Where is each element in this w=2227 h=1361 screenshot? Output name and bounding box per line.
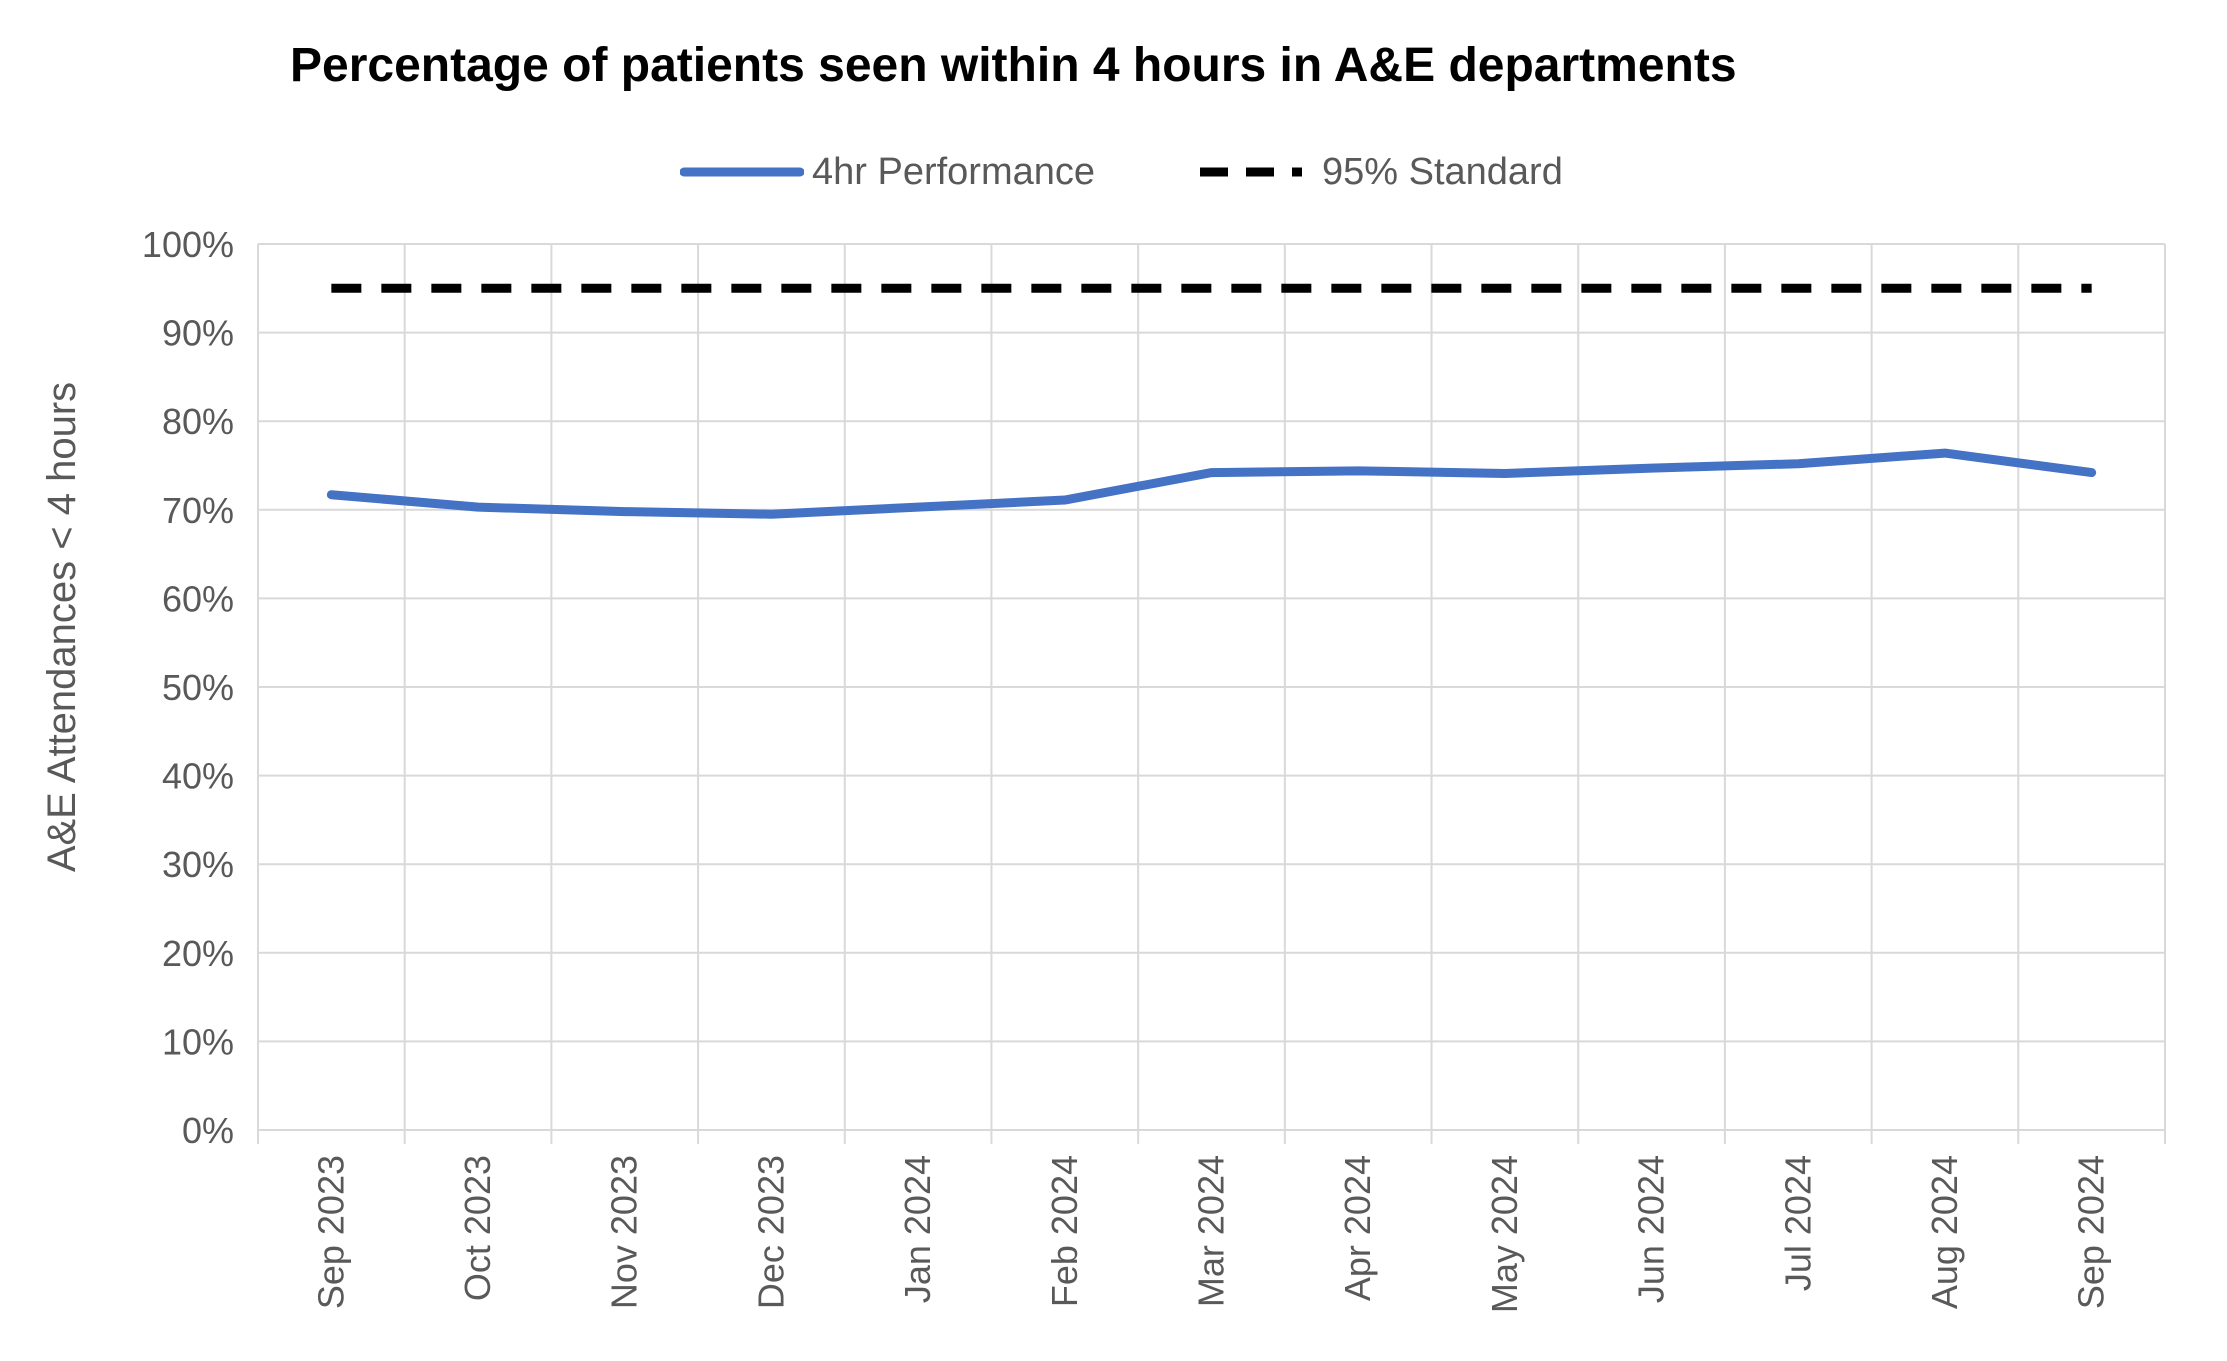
x-tick-label: Nov 2023 bbox=[604, 1155, 645, 1309]
x-tick-label: Mar 2024 bbox=[1191, 1155, 1232, 1307]
y-tick-label: 100% bbox=[142, 224, 234, 265]
y-axis-title: A&E Attendances < 4 hours bbox=[40, 382, 84, 872]
grid bbox=[258, 243, 2166, 1130]
y-tick-label: 50% bbox=[162, 667, 234, 708]
legend-label-4hr-performance: 4hr Performance bbox=[812, 150, 1096, 193]
chart-title-text: Percentage of patients seen within 4 hou… bbox=[290, 39, 1737, 92]
y-tick-label: 60% bbox=[162, 578, 234, 619]
x-tick-label: Jun 2024 bbox=[1631, 1155, 1672, 1303]
legend-item-95-standard: 95% Standard bbox=[1196, 142, 1563, 202]
x-tick-label: Dec 2023 bbox=[750, 1155, 791, 1309]
axes bbox=[257, 244, 2166, 1144]
legend-line-dashed-icon bbox=[1200, 167, 1302, 177]
x-tick-label: May 2024 bbox=[1484, 1155, 1525, 1313]
y-tick-label: 40% bbox=[162, 756, 234, 797]
x-tick-label: Jan 2024 bbox=[897, 1155, 938, 1303]
y-tick-label: 30% bbox=[162, 844, 234, 885]
series bbox=[326, 283, 2097, 519]
legend-label-95-standard: 95% Standard bbox=[1322, 150, 1563, 193]
legend-item-4hr-performance: 4hr Performance bbox=[680, 142, 1095, 202]
x-tick-label: Oct 2023 bbox=[457, 1155, 498, 1301]
y-tick-label: 0% bbox=[182, 1110, 234, 1151]
legend: 4hr Performance 95% Standard bbox=[0, 142, 2227, 202]
legend-line-solid-icon bbox=[680, 167, 804, 177]
series-line-4hr-performance bbox=[326, 448, 2097, 519]
y-tick-label: 80% bbox=[162, 401, 234, 442]
x-tick-label: Jul 2024 bbox=[1777, 1155, 1818, 1291]
x-tick-label: Sep 2024 bbox=[2071, 1155, 2112, 1309]
x-tick-label: Aug 2024 bbox=[1924, 1155, 1965, 1309]
y-tick-label: 10% bbox=[162, 1021, 234, 1062]
x-tick-label: Feb 2024 bbox=[1044, 1155, 1085, 1307]
y-tick-label: 90% bbox=[162, 313, 234, 354]
y-tick-label: 20% bbox=[162, 933, 234, 974]
axis-labels: 0% 10% 20% 30% 40% 50% 60% 70% 80% 90% 100% Sep 202… bbox=[40, 224, 2112, 1313]
x-tick-label: Apr 2024 bbox=[1337, 1155, 1378, 1301]
x-tick-label: Sep 2023 bbox=[310, 1155, 351, 1309]
y-tick-label: 70% bbox=[162, 490, 234, 531]
